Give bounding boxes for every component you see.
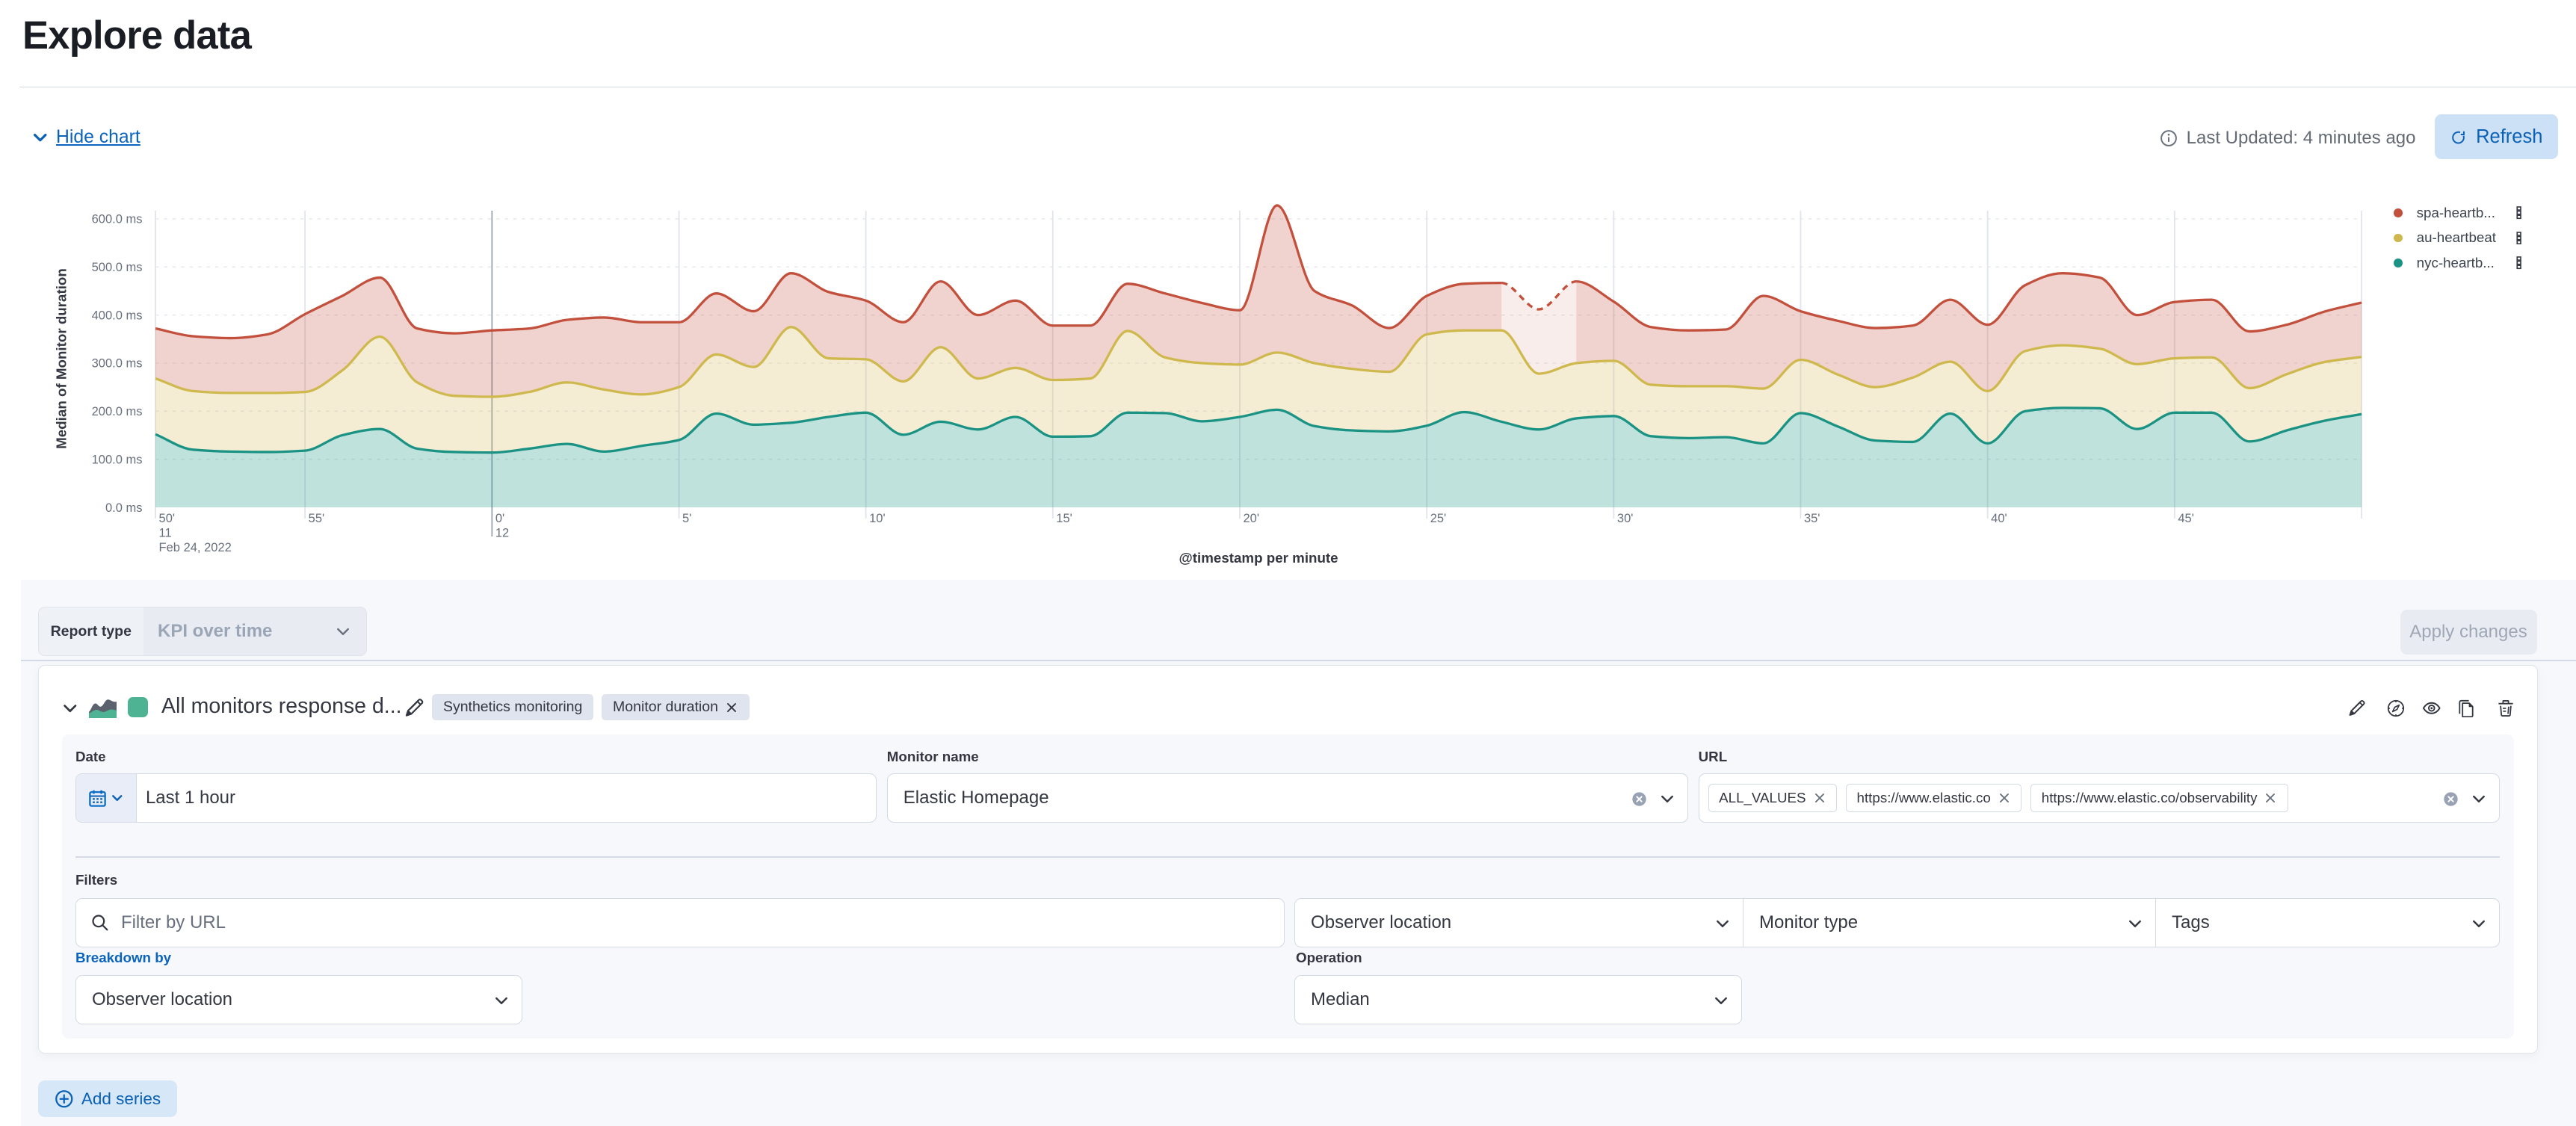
svg-text:25': 25' — [1430, 512, 1447, 525]
svg-text:12: 12 — [495, 527, 509, 540]
svg-text:0.0 ms: 0.0 ms — [105, 501, 143, 515]
svg-text:30': 30' — [1617, 512, 1634, 525]
svg-text:0': 0' — [495, 512, 504, 525]
svg-text:@timestamp per minute: @timestamp per minute — [1179, 550, 1338, 566]
svg-text:35': 35' — [1804, 512, 1820, 525]
svg-text:300.0 ms: 300.0 ms — [92, 357, 143, 371]
svg-text:100.0 ms: 100.0 ms — [92, 453, 143, 466]
svg-text:50': 50' — [159, 512, 176, 525]
svg-text:15': 15' — [1056, 512, 1072, 525]
svg-text:40': 40' — [1991, 512, 2007, 525]
svg-text:11: 11 — [159, 527, 172, 540]
svg-text:55': 55' — [309, 512, 325, 525]
svg-text:10': 10' — [869, 512, 886, 525]
svg-text:600.0 ms: 600.0 ms — [92, 213, 143, 226]
svg-text:Median of Monitor duration: Median of Monitor duration — [54, 268, 70, 449]
svg-text:45': 45' — [2178, 512, 2194, 525]
svg-text:Feb 24, 2022: Feb 24, 2022 — [159, 541, 232, 554]
svg-text:5': 5' — [682, 512, 691, 525]
svg-text:200.0 ms: 200.0 ms — [92, 405, 143, 418]
svg-text:500.0 ms: 500.0 ms — [92, 261, 143, 274]
svg-text:20': 20' — [1244, 512, 1260, 525]
svg-text:400.0 ms: 400.0 ms — [92, 309, 143, 322]
